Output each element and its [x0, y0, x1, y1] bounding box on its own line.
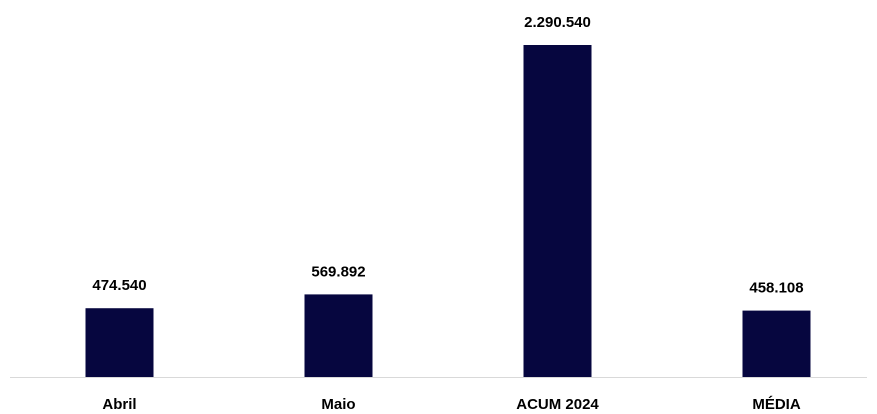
- x-tick-label: Abril: [102, 396, 136, 413]
- bar: [742, 310, 811, 377]
- bar: [523, 45, 592, 377]
- value-label: 474.540: [92, 277, 146, 294]
- value-label: 458.108: [749, 280, 803, 297]
- x-tick-label: ACUM 2024: [516, 396, 599, 413]
- x-tick-label: Maio: [321, 396, 355, 413]
- value-label: 569.892: [311, 263, 365, 280]
- x-tick-label: MÉDIA: [752, 396, 801, 413]
- value-label: 2.290.540: [524, 14, 591, 31]
- bar: [304, 294, 373, 377]
- bar: [85, 308, 154, 377]
